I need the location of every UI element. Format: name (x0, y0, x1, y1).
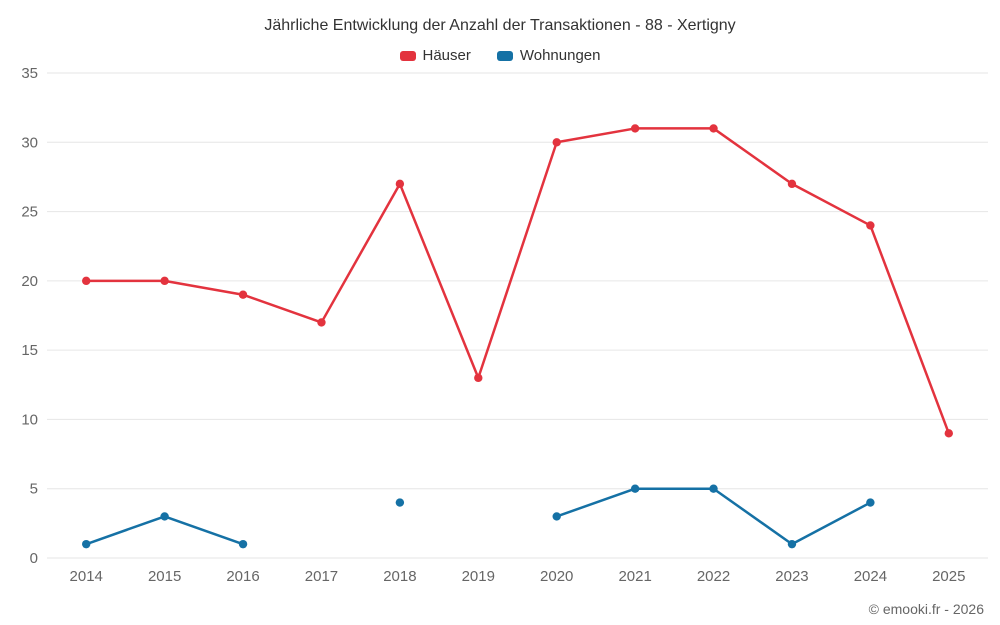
series-line-0 (84, 127, 951, 435)
data-point[interactable] (82, 539, 91, 549)
data-point[interactable] (630, 124, 640, 133)
y-tick-label: 30 (21, 134, 38, 151)
x-tick-label: 2020 (540, 568, 573, 585)
x-tick-label: 2022 (697, 568, 730, 585)
data-point[interactable] (630, 484, 640, 493)
series-line-1 (555, 487, 872, 546)
data-point[interactable] (709, 484, 718, 493)
data-point[interactable] (238, 539, 248, 549)
data-point[interactable] (552, 512, 561, 521)
data-point[interactable] (82, 276, 91, 286)
legend: Häuser Wohnungen (0, 47, 1000, 64)
data-point[interactable] (238, 290, 248, 299)
x-tick-label: 2025 (932, 568, 965, 585)
y-tick-label: 25 (21, 204, 38, 221)
data-point[interactable] (709, 124, 718, 133)
data-point[interactable] (160, 512, 169, 521)
data-point[interactable] (395, 179, 405, 189)
data-point[interactable] (317, 318, 326, 327)
data-point[interactable] (160, 276, 169, 286)
legend-item-hauser[interactable]: Häuser (399, 47, 471, 64)
y-tick-label: 10 (21, 411, 38, 428)
data-point[interactable] (787, 179, 797, 189)
data-point[interactable] (787, 539, 797, 549)
legend-label-wohnungen: Wohnungen (519, 47, 601, 64)
y-tick-label: 5 (30, 481, 38, 498)
x-tick-label: 2021 (618, 568, 651, 585)
credits-link[interactable]: © emooki.fr - 2026 (868, 601, 984, 617)
x-tick-label: 2014 (70, 568, 103, 585)
x-tick-label: 2023 (775, 568, 808, 585)
y-tick-label: 35 (21, 65, 38, 82)
chart-title: Jährliche Entwicklung der Anzahl der Tra… (264, 17, 736, 34)
x-tick-label: 2017 (305, 568, 338, 585)
x-tick-label: 2015 (148, 568, 181, 585)
x-tick-label: 2018 (383, 568, 416, 585)
legend-label-hauser: Häuser (422, 47, 471, 64)
x-tick-label: 2016 (226, 568, 259, 585)
data-point[interactable] (944, 429, 953, 438)
data-point[interactable] (552, 138, 561, 147)
data-point[interactable] (474, 373, 483, 383)
y-tick-label: 20 (21, 273, 38, 290)
data-point[interactable] (866, 498, 875, 507)
x-tick-label: 2024 (854, 568, 887, 585)
y-tick-label: 15 (21, 342, 38, 359)
legend-marker-wohnungen (496, 50, 513, 61)
data-point[interactable] (866, 221, 875, 230)
x-tick-label: 2019 (462, 568, 495, 585)
data-point[interactable] (395, 498, 405, 507)
legend-item-wohnungen[interactable]: Wohnungen (496, 47, 601, 64)
legend-marker-hauser (399, 50, 416, 61)
y-tick-label: 0 (30, 550, 38, 567)
